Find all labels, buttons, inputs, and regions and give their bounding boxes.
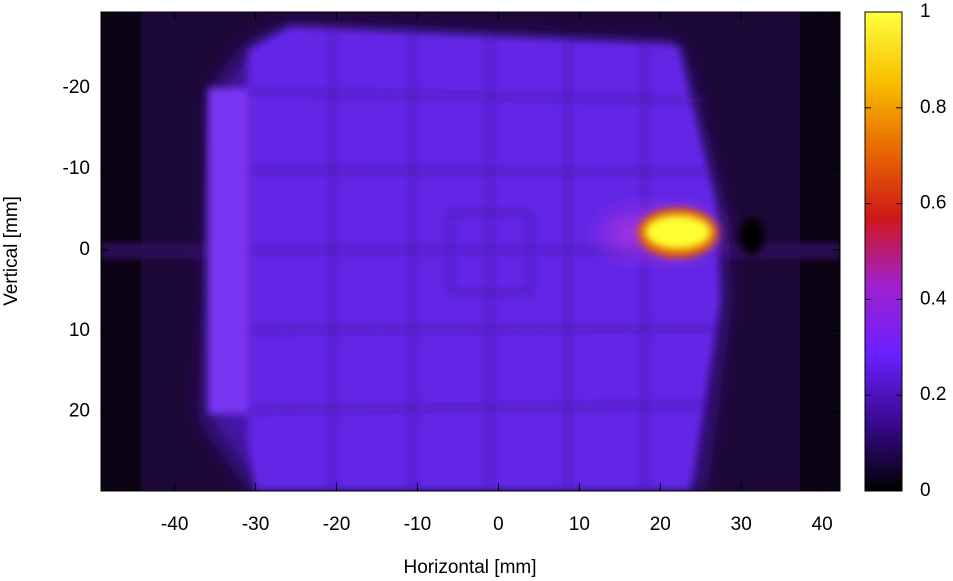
x-tick-label: 20 <box>650 514 671 535</box>
colorbar-tick-label: 0.6 <box>920 193 946 214</box>
x-tick-label: -20 <box>323 514 350 535</box>
y-tick-label: 0 <box>79 239 90 260</box>
x-tick-label: -10 <box>404 514 431 535</box>
x-tick-label: 0 <box>493 514 504 535</box>
y-tick-label: -20 <box>63 77 90 98</box>
colorbar-tick-label: 0 <box>920 480 931 501</box>
colorbar-tick-label: 0.2 <box>920 384 946 405</box>
y-tick-label: 10 <box>69 320 90 341</box>
plot-frame <box>100 11 841 492</box>
y-axis-label: Vertical [mm] <box>1 196 22 306</box>
x-tick-label: -30 <box>242 514 269 535</box>
y-tick-label: -10 <box>63 158 90 179</box>
colorbar-tick-label: 1 <box>920 1 931 22</box>
x-tick-label: 30 <box>731 514 752 535</box>
x-axis-label: Horizontal [mm] <box>403 557 536 578</box>
x-tick-label: 10 <box>569 514 590 535</box>
y-tick-label: 20 <box>69 401 90 422</box>
heatmap-image <box>101 12 840 491</box>
colorbar-tick-label: 0.4 <box>920 288 947 309</box>
colorbar <box>864 11 903 492</box>
colorbar-tick-label: 0.8 <box>920 97 946 118</box>
x-tick-label: 40 <box>812 514 833 535</box>
x-tick-label: -40 <box>161 514 188 535</box>
